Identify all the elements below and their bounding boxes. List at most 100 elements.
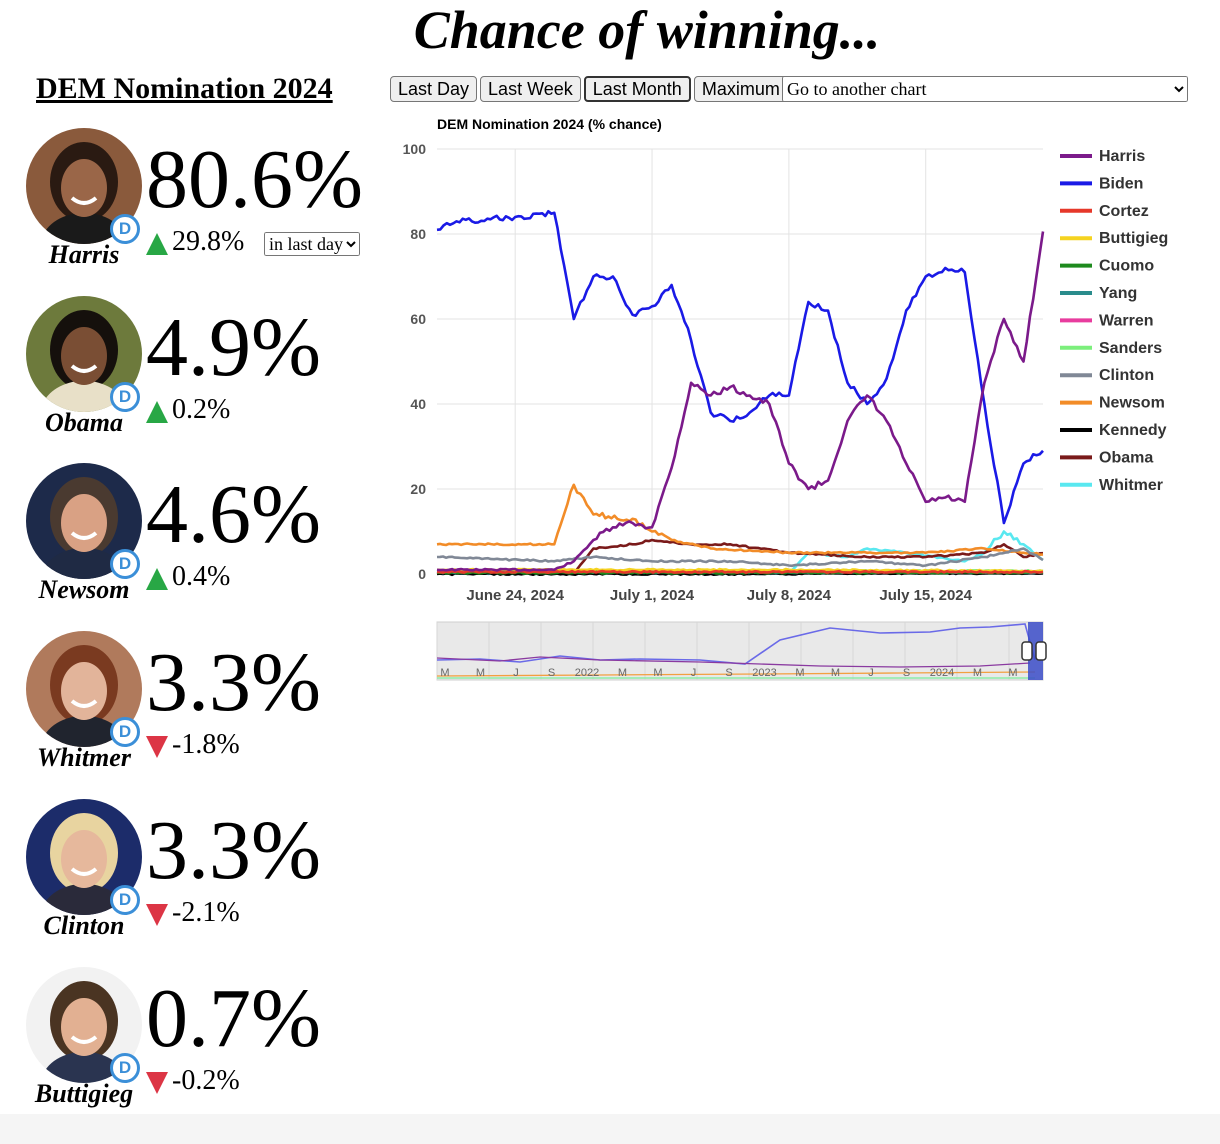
legend-label[interactable]: Buttigieg bbox=[1099, 230, 1168, 247]
change-value: 0.2% bbox=[172, 394, 231, 425]
navigator-handle[interactable] bbox=[1035, 641, 1047, 661]
legend-label[interactable]: Harris bbox=[1099, 148, 1145, 165]
arrow-down-icon bbox=[146, 735, 168, 758]
navigator-label: S bbox=[725, 667, 732, 679]
navigator-label: M bbox=[831, 667, 840, 679]
navigator-label: S bbox=[903, 667, 910, 679]
arrow-up-icon bbox=[146, 232, 168, 255]
democrat-badge-icon: D bbox=[110, 1053, 140, 1083]
navigator-label: M bbox=[618, 667, 627, 679]
candidate-name: Obama bbox=[45, 408, 123, 437]
navigator-label: 2022 bbox=[575, 667, 599, 679]
x-tick-label: June 24, 2024 bbox=[466, 587, 564, 604]
democrat-badge-icon: D bbox=[110, 214, 140, 244]
legend-label[interactable]: Warren bbox=[1099, 312, 1154, 329]
nomination-title: DEM Nomination 2024 bbox=[36, 72, 333, 105]
change-value: -0.2% bbox=[172, 1065, 240, 1096]
legend-label[interactable]: Clinton bbox=[1099, 367, 1154, 384]
legend-label[interactable]: Biden bbox=[1099, 175, 1143, 192]
candidate-percentage: 3.3% bbox=[146, 804, 321, 897]
period-select[interactable]: in last day bbox=[264, 232, 360, 256]
series-line-biden bbox=[436, 210, 1044, 525]
x-tick-label: July 15, 2024 bbox=[879, 587, 972, 604]
candidate-card: D Harris 80.6% 29.8% in last day bbox=[0, 128, 380, 288]
candidate-name: Buttigieg bbox=[34, 1079, 134, 1108]
candidate-change: -0.2% bbox=[146, 1065, 240, 1097]
candidate-percentage: 80.6% bbox=[146, 133, 363, 226]
candidate-change: -1.8% bbox=[146, 729, 240, 761]
navigator-label: 2023 bbox=[752, 667, 776, 679]
chart: DEM Nomination 2024 (% chance) 0 20 40 60 80 1… bbox=[403, 116, 1168, 681]
candidate-photo bbox=[26, 631, 142, 747]
navigator-newsom-line bbox=[436, 671, 1036, 677]
candidate-change: 0.2% bbox=[146, 394, 230, 426]
candidate-card: D Clinton 3.3% -2.1% bbox=[0, 799, 380, 959]
x-tick-label: July 8, 2024 bbox=[747, 587, 832, 604]
navigator-label: M bbox=[973, 667, 982, 679]
candidate-change: 29.8% bbox=[146, 226, 244, 258]
candidate-card: D Newsom 4.6% 0.4% bbox=[0, 463, 380, 623]
candidate-percentage: 3.3% bbox=[146, 636, 321, 729]
change-value: -1.8% bbox=[172, 729, 240, 760]
democrat-badge-icon: D bbox=[110, 885, 140, 915]
candidate-name: Whitmer bbox=[37, 743, 131, 772]
change-value: -2.1% bbox=[172, 897, 240, 928]
candidate-photo bbox=[26, 128, 142, 244]
legend-label[interactable]: Cortez bbox=[1099, 203, 1149, 220]
democrat-badge-icon: D bbox=[110, 382, 140, 412]
y-tick-label: 20 bbox=[410, 481, 426, 497]
y-tick-label: 60 bbox=[410, 311, 426, 327]
series-line-whitmer bbox=[436, 530, 1044, 576]
candidate-name: Newsom bbox=[38, 575, 130, 604]
navigator-background bbox=[436, 621, 1044, 681]
series-line-newsom bbox=[436, 483, 1044, 557]
navigator-label: J bbox=[691, 667, 697, 679]
navigator-label: J bbox=[513, 667, 519, 679]
legend-label[interactable]: Obama bbox=[1099, 449, 1153, 466]
candidate-percentage: 4.6% bbox=[146, 468, 321, 561]
democrat-badge-icon: D bbox=[110, 717, 140, 747]
navigator-biden-line bbox=[436, 623, 1036, 665]
arrow-down-icon bbox=[146, 1071, 168, 1094]
navigator-label: M bbox=[1008, 667, 1017, 679]
y-tick-label: 80 bbox=[410, 226, 426, 242]
range-navigator[interactable]: M M J S 2022 M M J S 2023 M M J S 2024 M M bbox=[436, 621, 1047, 681]
last-day-button[interactable]: Last Day bbox=[390, 76, 478, 102]
legend-label[interactable]: Newsom bbox=[1099, 395, 1165, 412]
maximum-button[interactable]: Maximum bbox=[693, 76, 788, 102]
navigator-label: J bbox=[868, 667, 874, 679]
series-line-harris bbox=[436, 231, 1045, 572]
candidate-percentage: 0.7% bbox=[146, 972, 321, 1065]
navigator-label: M bbox=[440, 667, 449, 679]
legend-label[interactable]: Whitmer bbox=[1099, 477, 1163, 494]
last-week-button[interactable]: Last Week bbox=[480, 76, 581, 102]
legend-label[interactable]: Yang bbox=[1099, 285, 1137, 302]
series-line-clinton bbox=[436, 547, 1044, 568]
navigator-label: M bbox=[795, 667, 804, 679]
series-line-cortez bbox=[436, 569, 1044, 575]
y-tick-label: 0 bbox=[418, 566, 426, 582]
arrow-up-icon bbox=[146, 567, 168, 590]
footer-bar bbox=[0, 1114, 1220, 1144]
democrat-badge-icon: D bbox=[110, 549, 140, 579]
candidate-percentage: 4.9% bbox=[146, 301, 321, 394]
legend-label[interactable]: Sanders bbox=[1099, 340, 1162, 357]
navigator-label: M bbox=[476, 667, 485, 679]
x-tick-label: July 1, 2024 bbox=[610, 587, 695, 604]
candidate-change: 0.4% bbox=[146, 561, 230, 593]
last-month-button[interactable]: Last Month bbox=[583, 76, 691, 102]
legend-label[interactable]: Kennedy bbox=[1099, 422, 1167, 439]
range-button-bar: Last Day Last Week Last Month Maximum bbox=[390, 76, 788, 102]
y-tick-label: 100 bbox=[403, 141, 427, 157]
navigator-label: 2024 bbox=[930, 667, 954, 679]
chart-select[interactable]: Go to another chart bbox=[782, 76, 1188, 102]
candidate-change: -2.1% bbox=[146, 897, 240, 929]
change-value: 29.8% bbox=[172, 226, 245, 257]
change-value: 0.4% bbox=[172, 561, 231, 592]
candidate-name: Harris bbox=[48, 240, 120, 269]
legend-label[interactable]: Cuomo bbox=[1099, 258, 1154, 275]
page-title: Chance of winning... bbox=[413, 0, 881, 60]
navigator-handle[interactable] bbox=[1021, 641, 1033, 661]
candidate-photo bbox=[26, 967, 142, 1083]
y-tick-label: 40 bbox=[410, 396, 426, 412]
